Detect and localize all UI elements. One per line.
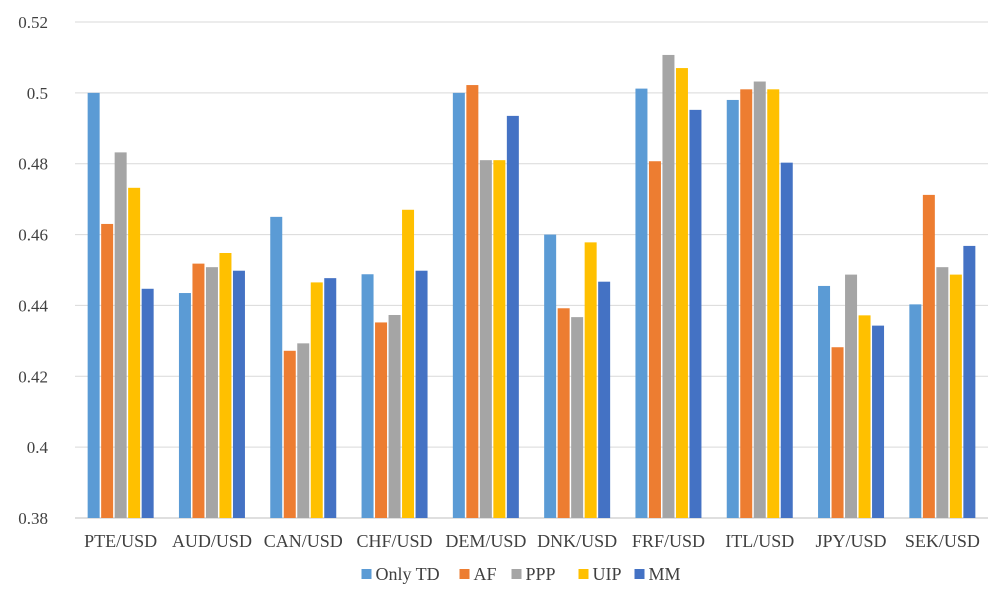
bar-uip-jpy-usd: [858, 315, 871, 518]
y-tick-label: 0.46: [18, 226, 48, 245]
bar-ppp-pte-usd: [114, 152, 127, 518]
legend-label: UIP: [593, 564, 622, 584]
bar-uip-chf-usd: [402, 209, 415, 518]
bar-af-dnk-usd: [557, 308, 570, 518]
y-tick-label: 0.52: [18, 13, 48, 32]
legend-swatch-mm: [634, 569, 645, 579]
bar-only-td-dnk-usd: [544, 234, 557, 519]
bar-af-frf-usd: [648, 161, 661, 518]
bar-af-jpy-usd: [831, 347, 844, 518]
bar-af-itl-usd: [740, 89, 753, 519]
bar-mm-dnk-usd: [598, 281, 611, 518]
bar-uip-itl-usd: [767, 89, 780, 519]
legend-label: MM: [649, 564, 681, 584]
bar-ppp-sek-usd: [936, 267, 949, 518]
bar-uip-aud-usd: [219, 252, 232, 518]
legend-swatch-ppp: [511, 569, 522, 579]
x-tick-label: DEM/USD: [445, 531, 526, 551]
x-tick-label: SEK/USD: [905, 531, 980, 551]
legend-swatch-only-td: [361, 569, 372, 579]
y-tick-label: 0.38: [18, 509, 48, 528]
bar-ppp-can-usd: [297, 343, 310, 518]
bar-only-td-can-usd: [270, 216, 283, 518]
x-tick-label: DNK/USD: [537, 531, 617, 551]
y-tick-label: 0.5: [27, 84, 48, 103]
x-tick-label: JPY/USD: [816, 531, 887, 551]
bar-ppp-jpy-usd: [845, 274, 858, 518]
x-axis-ticks: PTE/USD AUD/USD CAN/USD CHF/USD DEM/USD DNK/U…: [84, 531, 980, 551]
bar-af-sek-usd: [922, 194, 935, 519]
bar-mm-chf-usd: [415, 270, 428, 518]
bar-ppp-chf-usd: [388, 314, 401, 518]
bar-only-td-chf-usd: [361, 274, 374, 518]
bar-af-aud-usd: [192, 263, 205, 518]
y-tick-label: 0.44: [18, 296, 48, 315]
legend-swatch-uip: [578, 569, 589, 579]
bar-mm-dem-usd: [506, 115, 519, 518]
bar-af-pte-usd: [101, 223, 114, 518]
bar-uip-can-usd: [310, 282, 323, 518]
y-tick-label: 0.48: [18, 155, 48, 174]
bar-af-chf-usd: [375, 322, 388, 518]
bar-mm-jpy-usd: [872, 325, 885, 518]
bars: [87, 54, 976, 519]
bar-ppp-itl-usd: [753, 81, 766, 519]
bar-mm-can-usd: [324, 278, 337, 518]
x-tick-label: PTE/USD: [84, 531, 157, 551]
bar-mm-frf-usd: [689, 109, 702, 518]
bar-af-can-usd: [283, 350, 296, 518]
bar-only-td-aud-usd: [178, 293, 191, 518]
y-axis-ticks: 0.38 0.4 0.42 0.44 0.46 0.48 0.5 0.52: [18, 13, 48, 528]
bar-ppp-dnk-usd: [571, 317, 584, 518]
y-tick-label: 0.42: [18, 367, 48, 386]
bar-ppp-dem-usd: [479, 160, 492, 518]
legend-label: AF: [474, 564, 497, 584]
legend-label: PPP: [526, 564, 556, 584]
x-tick-label: CHF/USD: [357, 531, 433, 551]
bar-ppp-aud-usd: [205, 267, 218, 518]
bar-mm-itl-usd: [780, 162, 793, 518]
bar-only-td-itl-usd: [726, 99, 739, 518]
y-tick-label: 0.4: [27, 438, 49, 457]
legend-swatch-af: [459, 569, 470, 579]
bar-only-td-dem-usd: [452, 92, 465, 518]
x-tick-label: CAN/USD: [264, 531, 343, 551]
bar-mm-sek-usd: [963, 245, 976, 518]
bar-only-td-pte-usd: [87, 92, 100, 518]
bar-uip-dem-usd: [493, 160, 506, 518]
bar-only-td-jpy-usd: [818, 285, 831, 518]
bar-uip-pte-usd: [128, 187, 141, 518]
x-tick-label: AUD/USD: [172, 531, 252, 551]
bar-af-dem-usd: [466, 85, 479, 518]
bar-uip-dnk-usd: [584, 242, 597, 518]
bar-uip-frf-usd: [675, 68, 688, 519]
bar-only-td-sek-usd: [909, 304, 922, 518]
bar-ppp-frf-usd: [662, 54, 675, 518]
bar-mm-aud-usd: [232, 270, 245, 518]
bar-mm-pte-usd: [141, 288, 154, 518]
legend-label: Only TD: [376, 564, 440, 584]
x-tick-label: ITL/USD: [725, 531, 794, 551]
x-tick-label: FRF/USD: [632, 531, 705, 551]
bar-uip-sek-usd: [949, 274, 962, 518]
legend: Only TD AF PPP UIP MM: [361, 564, 681, 584]
bar-only-td-frf-usd: [635, 88, 648, 518]
